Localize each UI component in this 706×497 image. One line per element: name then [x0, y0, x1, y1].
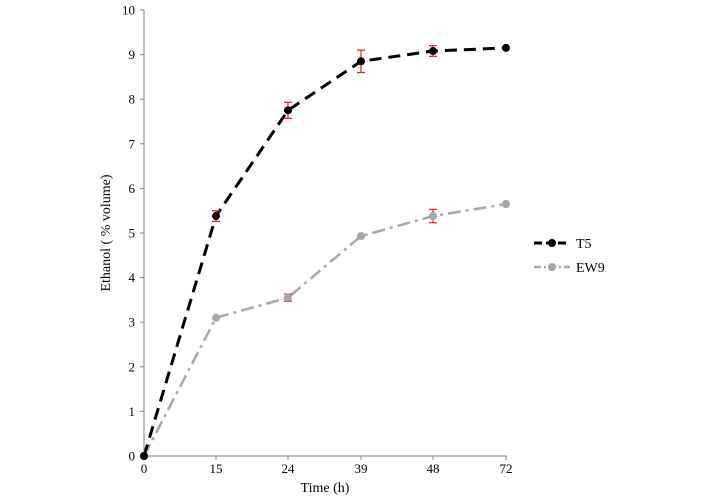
y-tick-label: 3 — [129, 315, 136, 330]
y-ticks: 0 1 2 3 4 5 6 7 8 9 10 — [122, 3, 144, 464]
series-line-t5 — [142, 46, 507, 457]
legend-label: T5 — [576, 237, 592, 252]
legend-item-t5: T5 — [534, 237, 592, 252]
data-point-ew9 — [357, 232, 365, 241]
y-tick-label: 8 — [129, 92, 136, 107]
data-point-ew9 — [502, 200, 510, 209]
y-tick-label: 10 — [122, 3, 135, 18]
axes: 0 1 2 3 4 5 6 7 8 9 10 0 15 24 39 48 72 — [122, 3, 513, 477]
x-tick-label: 39 — [355, 461, 368, 476]
data-point-t5 — [502, 43, 510, 52]
y-tick-label: 7 — [129, 136, 136, 151]
y-tick-label: 4 — [129, 270, 136, 285]
x-axis-title: Time (h) — [301, 481, 350, 496]
series-layer — [142, 46, 507, 457]
data-point-t5 — [284, 106, 292, 115]
y-tick-label: 9 — [129, 47, 136, 62]
x-tick-label: 15 — [210, 461, 223, 476]
x-tick-label: 72 — [500, 461, 513, 476]
y-tick-label: 2 — [129, 359, 136, 374]
x-tick-label: 48 — [427, 461, 440, 476]
x-ticks: 0 15 24 39 48 72 — [141, 456, 513, 476]
data-points — [140, 43, 510, 460]
data-point-ew9 — [212, 313, 220, 322]
data-point-ew9 — [429, 212, 437, 221]
y-tick-label: 1 — [129, 404, 136, 419]
legend: T5 EW9 — [534, 237, 605, 276]
series-line-ew9 — [142, 202, 507, 457]
data-point-ew9 — [284, 293, 292, 302]
x-tick-label: 24 — [282, 461, 296, 476]
data-point-t5 — [140, 452, 148, 460]
y-axis-title: Ethanol ( % volume) — [99, 174, 114, 291]
legend-swatch-marker — [548, 239, 556, 247]
error-bars — [212, 45, 437, 302]
y-tick-label: 0 — [129, 449, 136, 464]
legend-swatch-marker — [548, 263, 556, 271]
y-tick-label: 5 — [129, 226, 136, 241]
legend-label: EW9 — [576, 261, 605, 276]
y-tick-label: 6 — [129, 181, 136, 196]
data-point-t5 — [357, 57, 365, 66]
data-point-t5 — [429, 47, 437, 56]
legend-item-ew9: EW9 — [534, 261, 605, 276]
data-point-t5 — [212, 212, 220, 221]
x-tick-label: 0 — [141, 461, 148, 476]
